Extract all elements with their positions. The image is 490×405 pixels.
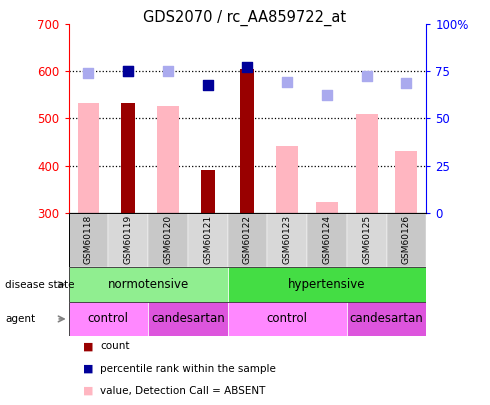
Text: GSM60120: GSM60120	[164, 215, 172, 264]
Bar	[347, 213, 387, 267]
Point	[402, 79, 410, 86]
Text: normotensive: normotensive	[107, 278, 189, 291]
Bar	[241, 69, 254, 213]
Bar	[268, 213, 307, 267]
Text: ■: ■	[83, 386, 94, 396]
Text: disease state: disease state	[5, 279, 74, 290]
Text: ■: ■	[83, 364, 94, 373]
Text: control: control	[88, 312, 129, 326]
Text: hypertensive: hypertensive	[288, 278, 366, 291]
Bar	[356, 114, 378, 213]
Text: count: count	[100, 341, 130, 351]
Text: candesartan: candesartan	[151, 312, 225, 326]
Bar	[227, 302, 347, 336]
Text: percentile rank within the sample: percentile rank within the sample	[100, 364, 276, 373]
Point	[283, 79, 291, 85]
Bar	[121, 103, 135, 213]
Point	[124, 68, 132, 75]
Bar	[307, 213, 347, 267]
Bar	[201, 170, 215, 213]
Point	[204, 81, 212, 88]
Bar	[395, 151, 417, 213]
Point	[85, 70, 93, 76]
Bar	[347, 302, 426, 336]
Point	[124, 68, 132, 75]
Bar	[77, 103, 99, 213]
Text: candesartan: candesartan	[350, 312, 423, 326]
Bar	[157, 106, 179, 213]
Text: GSM60125: GSM60125	[362, 215, 371, 264]
Bar	[69, 267, 227, 302]
Text: GSM60124: GSM60124	[322, 215, 331, 264]
Text: GSM60126: GSM60126	[402, 215, 411, 264]
Bar	[387, 213, 426, 267]
Text: ■: ■	[83, 341, 94, 351]
Text: GSM60118: GSM60118	[84, 215, 93, 264]
Text: agent: agent	[5, 314, 35, 324]
Point	[244, 64, 251, 70]
Bar	[276, 146, 298, 213]
Text: GDS2070 / rc_AA859722_at: GDS2070 / rc_AA859722_at	[144, 10, 346, 26]
Bar	[227, 267, 426, 302]
Bar	[69, 213, 108, 267]
Text: GSM60123: GSM60123	[283, 215, 292, 264]
Point	[323, 92, 331, 99]
Bar	[69, 302, 148, 336]
Bar	[316, 202, 338, 213]
Bar	[108, 213, 148, 267]
Point	[164, 68, 172, 75]
Text: GSM60119: GSM60119	[123, 215, 133, 264]
Text: control: control	[267, 312, 308, 326]
Bar	[227, 213, 268, 267]
Text: GSM60121: GSM60121	[203, 215, 212, 264]
Text: GSM60122: GSM60122	[243, 215, 252, 264]
Text: value, Detection Call = ABSENT: value, Detection Call = ABSENT	[100, 386, 266, 396]
Bar	[148, 213, 188, 267]
Point	[363, 72, 370, 79]
Bar	[188, 213, 227, 267]
Bar	[148, 302, 227, 336]
